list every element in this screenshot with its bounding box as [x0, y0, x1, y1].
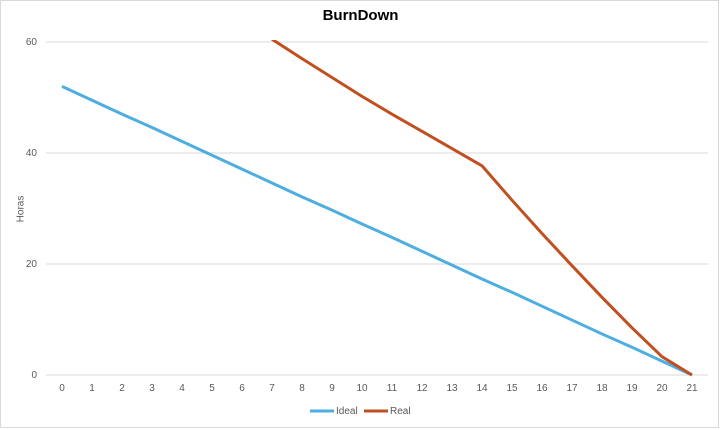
- legend-label-ideal: Ideal: [336, 406, 358, 417]
- chart-title: BurnDown: [322, 7, 399, 24]
- x-tick-label: 0: [59, 383, 65, 394]
- x-tick-label: 12: [416, 383, 428, 394]
- x-tick-label: 14: [476, 383, 488, 394]
- x-tick-label: 10: [356, 383, 368, 394]
- series-line-ideal: [61, 85, 693, 377]
- series-line-real: [271, 40, 693, 377]
- y-tick-label: 60: [26, 37, 38, 48]
- x-tick-label: 4: [179, 383, 185, 394]
- x-tick-label: 19: [626, 383, 638, 394]
- legend-label-real: Real: [390, 406, 411, 417]
- y-tick-label: 0: [31, 370, 37, 381]
- x-tick-label: 1: [89, 383, 95, 394]
- y-tick-label: 40: [26, 148, 38, 159]
- x-tick-labels: 0 1 2 3 4 5 6 7 8 9 10 11 12 13 14 15 16 17 18 19 20 21: [59, 383, 698, 394]
- gridlines: [46, 41, 708, 376]
- x-tick-label: 18: [596, 383, 608, 394]
- x-tick-label: 9: [329, 383, 335, 394]
- x-tick-label: 8: [299, 383, 305, 394]
- x-tick-label: 7: [269, 383, 275, 394]
- x-tick-label: 16: [536, 383, 548, 394]
- x-tick-label: 11: [387, 383, 398, 394]
- x-tick-label: 13: [446, 383, 458, 394]
- x-tick-label: 6: [239, 383, 245, 394]
- series-lines: [61, 40, 693, 377]
- x-tick-label: 21: [686, 383, 698, 394]
- x-tick-label: 20: [656, 383, 668, 394]
- x-tick-label: 15: [506, 383, 518, 394]
- x-tick-label: 5: [209, 383, 215, 394]
- legend: Ideal Real: [310, 406, 411, 417]
- x-tick-label: 2: [119, 383, 125, 394]
- y-tick-labels: 0 20 40 60: [26, 37, 38, 381]
- y-tick-label: 20: [26, 259, 38, 270]
- y-axis-title: Horas: [16, 196, 27, 223]
- x-tick-label: 3: [149, 383, 155, 394]
- x-tick-label: 17: [566, 383, 578, 394]
